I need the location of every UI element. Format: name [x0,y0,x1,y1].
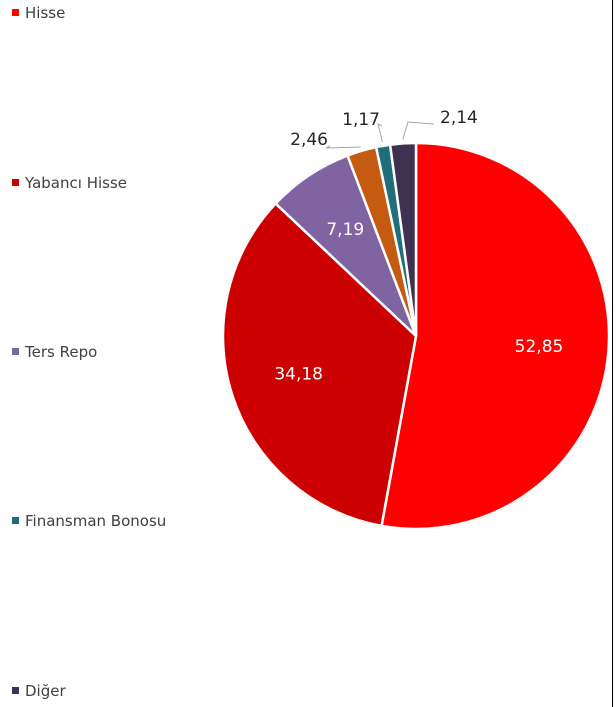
callout-line-5 [377,123,383,143]
data-label-4: 2,46 [290,130,328,150]
callout-line-6 [402,121,435,140]
data-label-5: 1,17 [342,110,380,130]
data-label-6: 2,14 [440,108,478,128]
legend-swatch-ters-repo [12,348,19,355]
pie-slice-2 [221,201,418,528]
data-label-2: 34,18 [274,365,323,385]
legend-label-finansman-bonosu: Finansman Bonosu [25,512,167,530]
legend-item-hisse: Hisse [12,4,65,22]
legend-label-diger: Diğer [25,682,66,700]
pie-slice-6 [388,141,418,337]
data-label-3: 7,19 [326,220,364,240]
pie-callouts [325,121,435,149]
legend-item-yabanci-hisse: Yabancı Hisse [12,174,127,192]
frame-border [612,0,613,707]
legend-swatch-diger [12,687,19,694]
data-label-1: 52,85 [515,337,564,357]
pie-slice-1 [380,141,611,531]
legend-swatch-finansman-bonosu [12,517,19,524]
callout-line-4 [325,145,361,149]
legend-label-yabanci-hisse: Yabancı Hisse [25,174,127,192]
legend-swatch-hisse [12,9,19,16]
pie-slices [221,141,611,531]
legend-item-finansman-bonosu: Finansman Bonosu [12,512,166,530]
legend-item-diger: Diğer [12,682,66,700]
pie-data-labels: 52,85 34,18 7,19 2,46 1,17 2,14 [274,108,563,385]
legend-swatch-yabanci-hisse [12,179,19,186]
legend-item-ters-repo: Ters Repo [12,343,97,361]
legend-label-hisse: Hisse [25,4,66,22]
legend-label-ters-repo: Ters Repo [25,343,98,361]
